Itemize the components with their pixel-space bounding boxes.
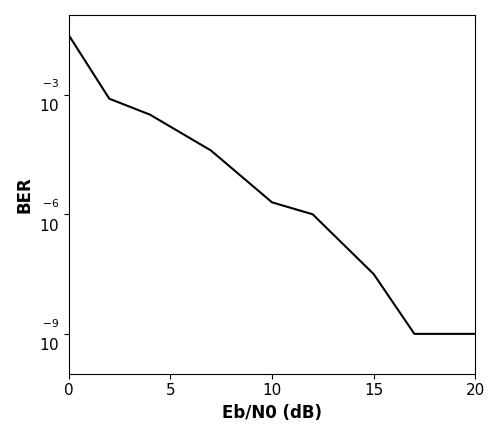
Y-axis label: BER: BER [15, 176, 33, 213]
X-axis label: Eb/N0 (dB): Eb/N0 (dB) [222, 404, 322, 422]
